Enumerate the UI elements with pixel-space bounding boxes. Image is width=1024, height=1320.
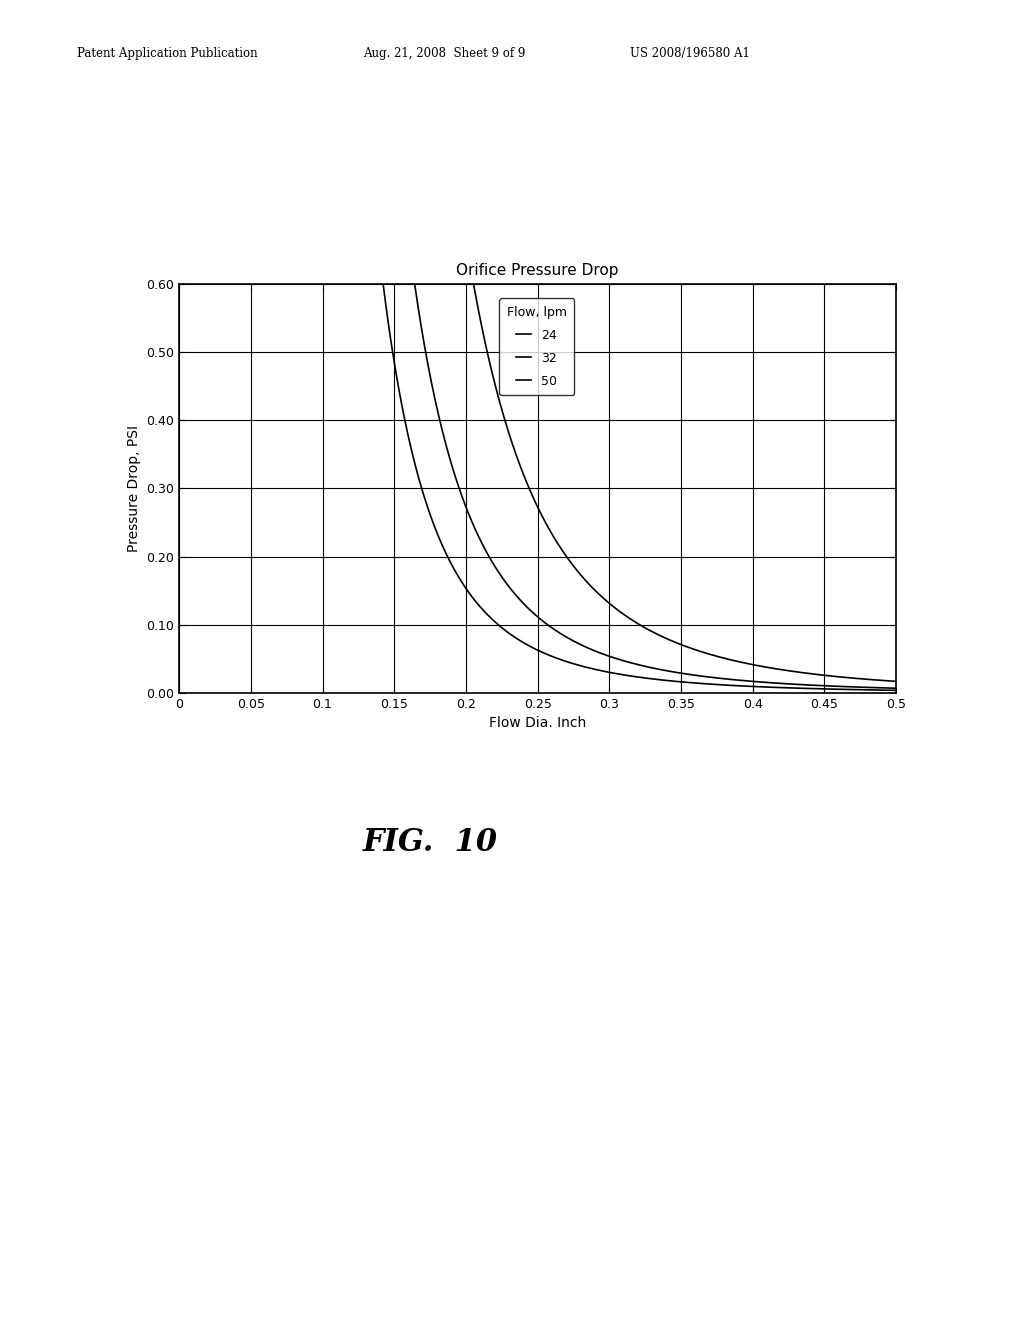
X-axis label: Flow Dia. Inch: Flow Dia. Inch [489,717,586,730]
Text: Aug. 21, 2008  Sheet 9 of 9: Aug. 21, 2008 Sheet 9 of 9 [364,46,526,59]
Text: FIG.  10: FIG. 10 [362,828,498,858]
Legend: 24, 32, 50: 24, 32, 50 [500,298,574,395]
Text: Patent Application Publication: Patent Application Publication [77,46,257,59]
Title: Orifice Pressure Drop: Orifice Pressure Drop [457,264,618,279]
Text: US 2008/196580 A1: US 2008/196580 A1 [630,46,750,59]
Y-axis label: Pressure Drop, PSI: Pressure Drop, PSI [127,425,140,552]
